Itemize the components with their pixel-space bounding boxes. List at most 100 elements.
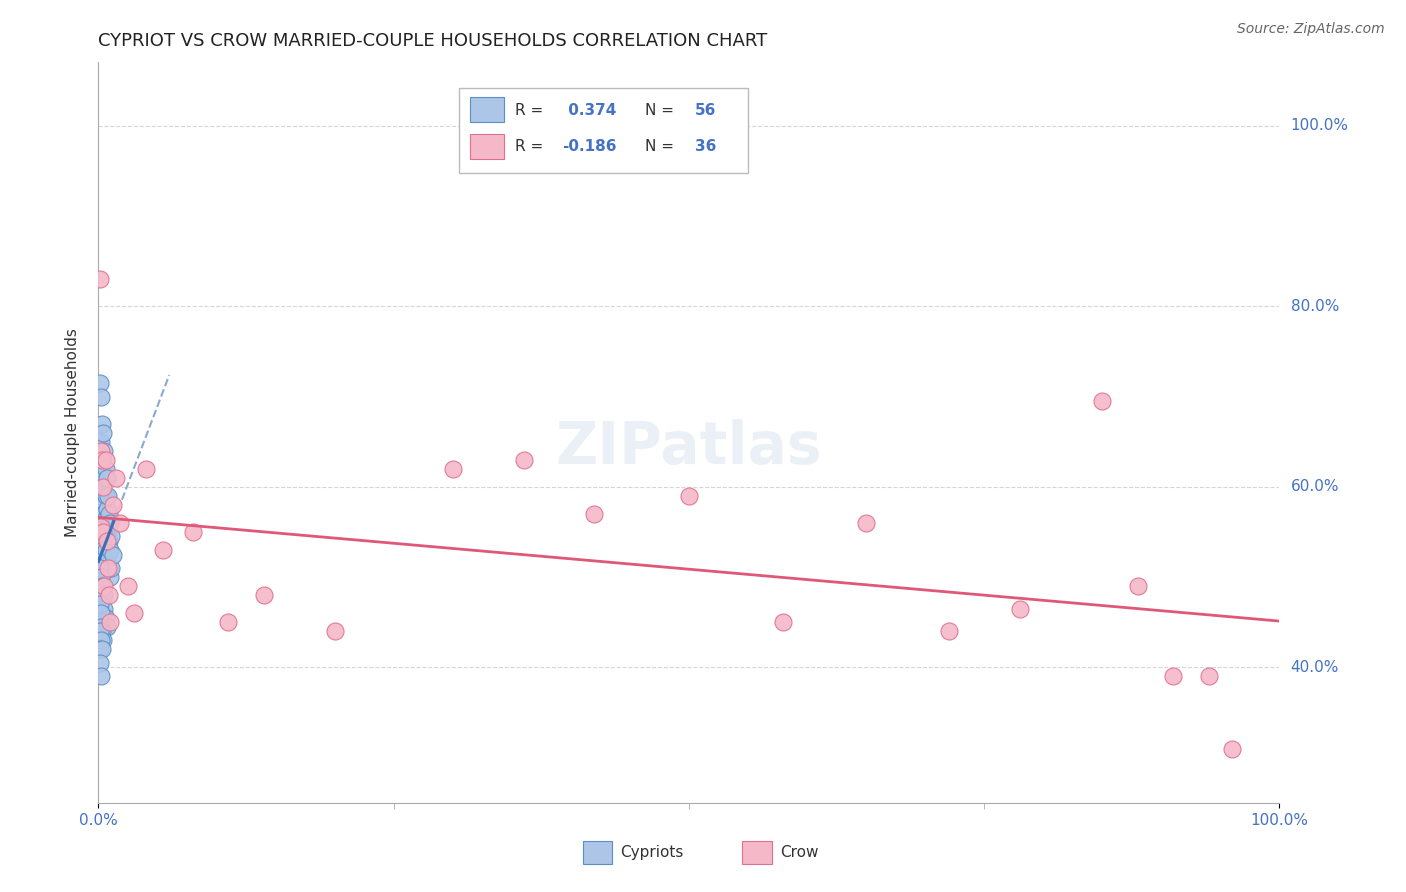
Text: 36: 36 (695, 138, 716, 153)
FancyBboxPatch shape (582, 841, 612, 863)
Point (91, 543, 114, 558)
Point (91, 461, 114, 475)
Point (98, 588, 121, 602)
Point (100, 561, 122, 575)
Point (90, 570, 112, 584)
Text: CYPRIOT VS CROW MARRIED-COUPLE HOUSEHOLDS CORRELATION CHART: CYPRIOT VS CROW MARRIED-COUPLE HOUSEHOLD… (98, 32, 768, 50)
Point (583, 507, 606, 521)
Text: N =: N = (645, 103, 679, 118)
Point (91, 606, 114, 620)
Text: N =: N = (645, 138, 679, 153)
FancyBboxPatch shape (471, 135, 503, 159)
Text: Cypriots: Cypriots (620, 845, 683, 860)
Point (90, 390, 112, 404)
Point (89, 642, 111, 657)
Point (98, 516, 121, 530)
Point (91, 452, 114, 467)
Point (96, 471, 118, 485)
Point (441, 461, 464, 475)
Point (90, 434, 112, 449)
Point (91, 579, 114, 593)
Point (101, 548, 124, 562)
Point (98, 507, 121, 521)
Point (91, 529, 114, 543)
Point (89, 597, 111, 611)
Point (100, 529, 122, 543)
Point (94, 610, 117, 624)
Point (135, 461, 157, 475)
Point (90, 633, 112, 648)
Point (253, 588, 276, 602)
Text: ZIPatlas: ZIPatlas (555, 419, 823, 476)
Point (1008, 601, 1031, 615)
Point (323, 624, 346, 639)
Text: R =: R = (516, 103, 548, 118)
Point (93, 601, 115, 615)
Point (98, 533, 121, 548)
Text: 56: 56 (695, 103, 716, 118)
Point (91, 642, 114, 657)
Point (90, 620, 112, 634)
Point (89, 624, 111, 639)
Text: -0.186: -0.186 (562, 138, 617, 153)
Point (938, 624, 960, 639)
Text: Source: ZipAtlas.com: Source: ZipAtlas.com (1237, 22, 1385, 37)
Point (93, 588, 115, 602)
FancyBboxPatch shape (742, 841, 772, 863)
Text: 0.374: 0.374 (562, 103, 616, 118)
Point (1126, 579, 1149, 593)
Point (117, 579, 139, 593)
Point (90, 669, 112, 683)
Point (89, 561, 111, 575)
Point (91, 498, 114, 512)
Point (1198, 669, 1220, 683)
Point (98, 570, 121, 584)
Point (90, 533, 112, 548)
Point (1091, 394, 1114, 409)
Point (93, 507, 115, 521)
Point (91, 633, 114, 648)
Point (91, 624, 114, 639)
Point (94, 511, 117, 525)
Point (94, 543, 117, 558)
Point (1220, 741, 1243, 756)
Point (1161, 669, 1184, 683)
Y-axis label: Married-couple Households: Married-couple Households (65, 328, 80, 537)
Point (94, 489, 117, 503)
FancyBboxPatch shape (471, 97, 503, 121)
Point (105, 471, 128, 485)
Point (94, 461, 117, 475)
Text: R =: R = (516, 138, 548, 153)
Text: 80.0%: 80.0% (1291, 299, 1339, 314)
Point (96, 620, 118, 634)
Point (96, 533, 118, 548)
Text: Crow: Crow (780, 845, 818, 860)
Text: 40.0%: 40.0% (1291, 660, 1339, 675)
Point (90, 520, 112, 534)
Text: 100.0%: 100.0% (1291, 118, 1348, 133)
Point (91, 417, 114, 431)
Point (89, 579, 111, 593)
Point (98, 543, 121, 558)
Point (101, 498, 124, 512)
Point (152, 543, 174, 558)
Point (89, 376, 111, 390)
Point (855, 516, 877, 530)
Point (772, 615, 794, 630)
Point (89, 272, 111, 286)
Point (93, 471, 115, 485)
Point (90, 606, 112, 620)
Point (96, 524, 118, 539)
Point (91, 480, 114, 494)
Point (122, 606, 145, 620)
Point (89, 656, 111, 670)
Point (91, 452, 114, 467)
Point (98, 615, 121, 630)
Point (94, 452, 117, 467)
Point (91, 507, 114, 521)
Point (91, 425, 114, 440)
Point (90, 443, 112, 458)
Point (97, 489, 120, 503)
Point (97, 561, 120, 575)
Point (90, 489, 112, 503)
